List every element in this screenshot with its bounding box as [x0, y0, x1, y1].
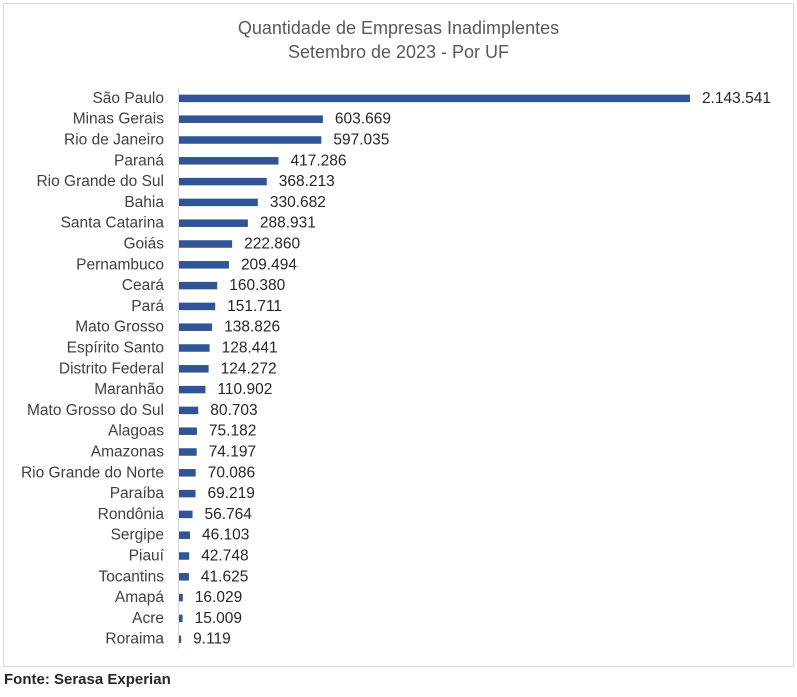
category-label: Piauí [129, 548, 165, 565]
data-label: 80.703 [210, 402, 257, 419]
data-label: 603.669 [335, 111, 391, 128]
bar [179, 323, 213, 331]
data-label: 9.119 [193, 631, 231, 648]
bar [179, 302, 216, 311]
category-label: Sergipe [111, 527, 164, 544]
bar [179, 136, 322, 144]
data-label: 288.931 [260, 215, 316, 232]
category-label: Santa Catarina [61, 215, 165, 232]
chart-subtitle: Setembro de 2023 - Por UF [287, 42, 510, 62]
data-label: 2.143.541 [702, 90, 771, 107]
bar [179, 573, 189, 581]
bar [179, 552, 190, 560]
data-label: 69.219 [208, 485, 255, 502]
category-label: Acre [132, 610, 164, 627]
data-label: 160.380 [229, 277, 285, 294]
bar [179, 469, 196, 477]
bar [179, 261, 229, 269]
bar [179, 94, 690, 103]
data-label: 124.272 [221, 360, 277, 377]
data-label: 16.029 [195, 589, 242, 606]
category-label: Espírito Santo [67, 340, 164, 357]
bar [179, 531, 190, 539]
category-label: Tocantins [99, 568, 165, 585]
data-label: 75.182 [209, 423, 256, 440]
data-label: 368.213 [279, 173, 335, 190]
category-label: Maranhão [94, 381, 164, 398]
category-label: Minas Gerais [73, 111, 165, 128]
data-label: 138.826 [224, 319, 280, 336]
bar [179, 635, 182, 643]
data-label: 209.494 [241, 256, 297, 273]
data-label: 330.682 [270, 194, 326, 211]
category-label: Pernambuco [76, 256, 164, 273]
bars-layer [179, 94, 690, 643]
data-label: 41.625 [201, 568, 248, 585]
data-label: 222.860 [244, 236, 300, 253]
bar [179, 448, 197, 456]
bar [179, 406, 199, 415]
bar [179, 427, 197, 435]
chart-frame [3, 3, 794, 667]
category-label: Goiás [124, 236, 165, 253]
chart-title-block: Quantidade de Empresas Inadimplentes Set… [0, 16, 797, 64]
category-label: Amazonas [91, 444, 164, 461]
bar [179, 198, 258, 207]
category-label: Rio Grande do Sul [36, 173, 164, 190]
bar [179, 219, 248, 227]
category-label: São Paulo [92, 90, 164, 107]
data-label: 417.286 [290, 152, 346, 169]
category-label: Alagoas [108, 423, 164, 440]
bar [179, 365, 209, 373]
category-label: Roraima [105, 631, 164, 648]
bar [179, 115, 323, 123]
category-labels: São Paulo Minas Gerais Rio de Janeiro Paran… [21, 90, 165, 648]
bar [179, 385, 206, 394]
data-label: 46.103 [202, 527, 249, 544]
bar [179, 489, 196, 498]
bar [179, 281, 218, 290]
category-label: Distrito Federal [59, 360, 164, 377]
data-label: 110.902 [217, 381, 272, 398]
data-label: 42.748 [201, 548, 248, 565]
data-label: 70.086 [208, 464, 255, 481]
chart-title: Quantidade de Empresas Inadimplentes [237, 18, 560, 38]
bar [179, 593, 183, 602]
data-label: 597.035 [333, 132, 389, 149]
category-label: Rio de Janeiro [64, 132, 164, 149]
data-label: 151.711 [227, 298, 282, 315]
category-label: Mato Grosso [75, 319, 164, 336]
bar [179, 344, 210, 352]
data-label: 56.764 [205, 506, 253, 523]
bar [179, 240, 233, 248]
bar [179, 177, 267, 186]
source-note: Fonte: Serasa Experian [4, 671, 171, 688]
bar [179, 614, 183, 623]
category-label: Paraná [114, 152, 164, 169]
category-label: Rondônia [98, 506, 165, 523]
category-label: Rio Grande do Norte [21, 464, 164, 481]
bar [179, 157, 279, 165]
category-label: Bahia [124, 194, 164, 211]
data-label: 74.197 [209, 444, 256, 461]
category-label: Paraíba [110, 485, 165, 502]
category-label: Amapá [115, 589, 164, 606]
category-label: Mato Grosso do Sul [27, 402, 164, 419]
category-label: Pará [131, 298, 164, 315]
data-label: 128.441 [222, 340, 278, 357]
value-labels: 2.143.541 603.669 597.035 417.286 368.213 330… [193, 90, 771, 648]
data-label: 15.009 [195, 610, 242, 627]
bar [179, 510, 193, 519]
category-label: Ceará [122, 277, 165, 294]
